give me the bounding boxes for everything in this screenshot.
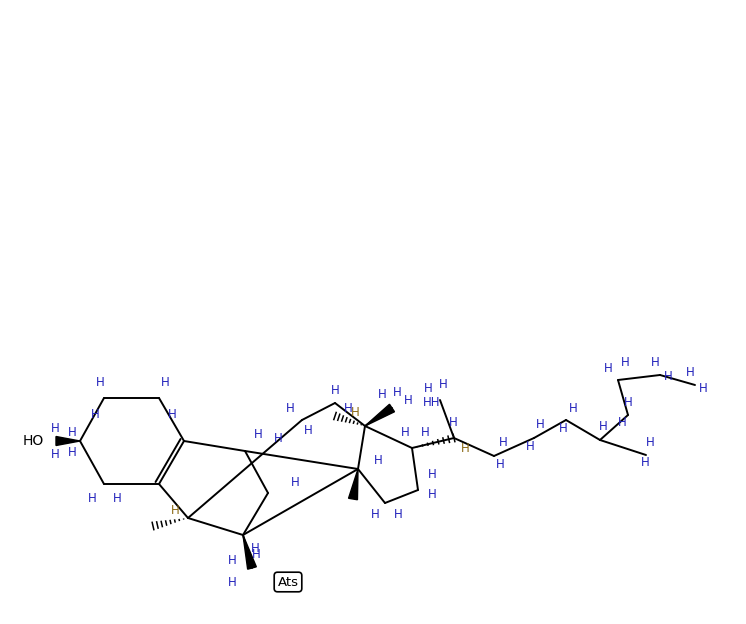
Text: H: H	[621, 356, 630, 369]
Text: H: H	[51, 449, 60, 462]
Text: H: H	[618, 416, 627, 429]
Text: H: H	[401, 426, 410, 439]
Text: H: H	[304, 424, 313, 437]
Polygon shape	[243, 535, 257, 569]
Text: Ats: Ats	[278, 575, 298, 588]
Text: H: H	[392, 386, 401, 399]
Text: H: H	[598, 421, 607, 434]
Text: H: H	[160, 376, 169, 389]
Text: H: H	[51, 421, 60, 434]
Text: H: H	[424, 381, 433, 394]
Text: H: H	[645, 437, 654, 449]
Text: H: H	[624, 396, 633, 409]
Text: H: H	[87, 492, 96, 504]
Text: H: H	[351, 406, 360, 419]
Text: H: H	[90, 409, 99, 421]
Text: H: H	[330, 384, 339, 396]
Text: H: H	[641, 457, 649, 469]
Text: H: H	[168, 409, 176, 421]
Text: H: H	[113, 492, 122, 504]
Text: H: H	[568, 401, 577, 414]
Text: H: H	[68, 426, 76, 439]
Text: H: H	[427, 489, 436, 502]
Text: H: H	[604, 361, 612, 374]
Text: H: H	[559, 421, 568, 434]
Text: H: H	[344, 401, 352, 414]
Text: H: H	[394, 509, 402, 522]
Text: H: H	[95, 376, 104, 389]
Text: H: H	[498, 436, 507, 449]
Text: H: H	[251, 548, 260, 562]
Text: HO: HO	[22, 434, 44, 448]
Text: H: H	[228, 575, 236, 588]
Text: H: H	[686, 366, 695, 379]
Polygon shape	[56, 437, 80, 446]
Text: H: H	[698, 381, 707, 394]
Text: H: H	[427, 469, 436, 482]
Text: H: H	[651, 356, 659, 369]
Polygon shape	[365, 404, 395, 426]
Text: H: H	[251, 542, 260, 555]
Text: H: H	[439, 379, 448, 391]
Text: H: H	[228, 553, 236, 567]
Text: H: H	[495, 459, 504, 472]
Text: H: H	[421, 426, 430, 439]
Text: H: H	[526, 441, 534, 454]
Text: H: H	[536, 419, 545, 432]
Text: H: H	[171, 504, 179, 517]
Text: H: H	[374, 454, 383, 467]
Text: H: H	[274, 432, 283, 444]
Text: H: H	[448, 416, 457, 429]
Text: H: H	[286, 401, 295, 414]
Polygon shape	[348, 469, 358, 500]
Text: H: H	[377, 389, 386, 401]
Text: HH: HH	[423, 396, 441, 409]
Text: H: H	[68, 447, 76, 459]
Text: H: H	[664, 371, 672, 384]
Text: H: H	[291, 477, 299, 489]
Text: H: H	[371, 509, 380, 522]
Text: H: H	[404, 394, 413, 406]
Text: H: H	[460, 442, 469, 454]
Text: H: H	[254, 429, 263, 442]
